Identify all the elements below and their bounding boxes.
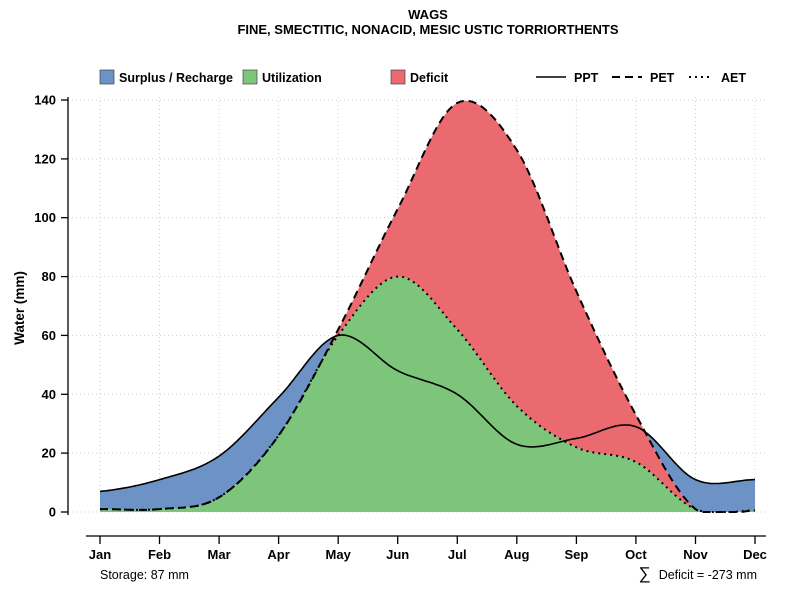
deficit-annotation: ∑ Deficit = -273 mm — [639, 564, 757, 583]
axes: 0 20 40 60 80 100 120 140 Jan Feb Mar Apr May Jun Jul A… — [34, 93, 767, 563]
y-tick-label: 0 — [49, 505, 56, 520]
y-tick-label: 140 — [34, 93, 56, 108]
legend: Surplus / Recharge Utilization Deficit P… — [99, 69, 746, 85]
x-tick-label: Feb — [148, 547, 171, 562]
x-tick-label: Apr — [267, 547, 289, 562]
x-tick-label: Oct — [625, 547, 647, 562]
deficit-legend-label: Deficit — [410, 71, 449, 85]
x-tick-label: Aug — [504, 547, 529, 562]
area-fills — [100, 100, 755, 513]
deficit-annotation-text: Deficit = -273 mm — [659, 568, 757, 582]
deficit-legend-swatch — [390, 69, 406, 85]
surplus-legend-label: Surplus / Recharge — [119, 71, 233, 85]
utilization-legend-swatch — [242, 69, 258, 85]
aet-line — [100, 275, 755, 513]
pet-legend-label: PET — [650, 71, 675, 85]
deficit-area — [100, 100, 755, 513]
y-tick-label: 80 — [42, 269, 56, 284]
sigma-symbol: ∑ — [639, 564, 651, 583]
y-tick-label: 20 — [42, 446, 56, 461]
x-tick-label: Nov — [683, 547, 708, 562]
x-tick-label: Mar — [208, 547, 231, 562]
x-tick-label: Jul — [448, 547, 467, 562]
aet-legend-label: AET — [721, 71, 746, 85]
x-tick-label: May — [326, 547, 352, 562]
utilization-legend-label: Utilization — [262, 71, 322, 85]
y-tick-label: 40 — [42, 387, 56, 402]
data-curves — [99, 99, 756, 513]
chart-title: WAGS — [408, 7, 448, 22]
utilization-area — [100, 276, 755, 512]
x-tick-label: Sep — [564, 547, 588, 562]
y-tick-label: 60 — [42, 328, 56, 343]
surplus-legend-swatch — [99, 69, 115, 85]
ppt-legend-label: PPT — [574, 71, 599, 85]
x-tick-label: Dec — [743, 547, 767, 562]
x-tick-label: Jun — [386, 547, 409, 562]
storage-annotation: Storage: 87 mm — [100, 568, 189, 582]
y-axis-label: Water (mm) — [12, 271, 27, 345]
ppt-line — [99, 334, 756, 493]
chart-subtitle: FINE, SMECTITIC, NONACID, MESIC USTIC TO… — [237, 22, 618, 37]
y-tick-label: 120 — [34, 151, 56, 166]
y-tick-label: 100 — [34, 210, 56, 225]
x-tick-label: Jan — [89, 547, 111, 562]
